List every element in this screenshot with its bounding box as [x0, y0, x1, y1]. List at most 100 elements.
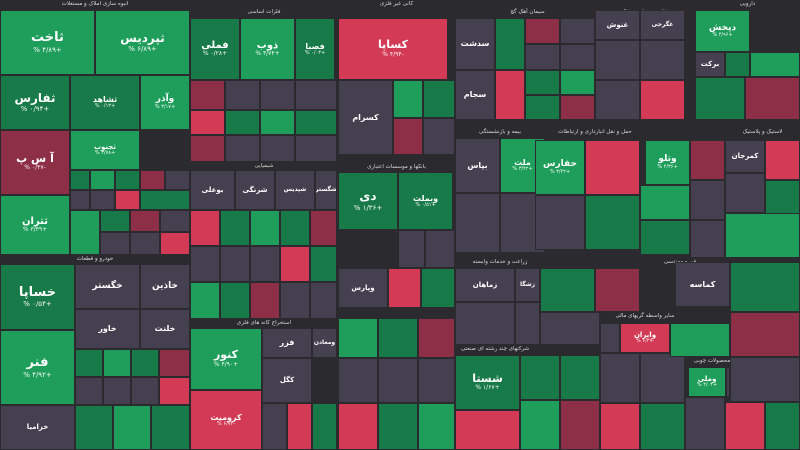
filler-tile [260, 80, 295, 110]
filler-tile [421, 268, 455, 308]
stock-symbol: ثجنوب [94, 143, 116, 152]
stock-tile[interactable]: خاور [75, 309, 140, 349]
stock-tile[interactable]: ثاخت +۴/۸۹ % [0, 10, 95, 75]
stock-tile[interactable]: خگستر [75, 264, 140, 309]
filler-tile [75, 405, 113, 450]
stock-change: +۳/۴۲ % [549, 168, 571, 175]
stock-tile[interactable]: کساپا -۴/۹۴ % [338, 18, 448, 80]
stock-tile[interactable]: سدشت [455, 18, 495, 70]
stock-change: -۶/۷۲ % [217, 420, 235, 427]
stock-tile[interactable]: خزامیا [0, 405, 75, 450]
stock-tile[interactable]: ثتران +۳/۴۹ % [0, 195, 70, 255]
stock-tile[interactable]: دپخش +۴/۹۶ % [695, 10, 750, 52]
stock-tile[interactable]: کرومیت -۶/۷۲ % [190, 390, 262, 450]
filler-tile [560, 400, 600, 450]
stock-change: +۳/۱۷ % [154, 103, 176, 110]
stock-tile[interactable]: بوعلی [190, 170, 235, 210]
stock-tile[interactable]: فزر [262, 328, 312, 358]
stock-tile[interactable]: فملی +۰/۲۸ % [190, 18, 240, 80]
stock-tile[interactable]: کنور +۴/۹۰ % [190, 328, 262, 390]
stock-change: +۰/۱۳ % [94, 103, 116, 110]
filler-tile [525, 95, 560, 120]
stock-tile[interactable]: خلنت [140, 309, 190, 349]
filler-tile [418, 358, 455, 403]
filler-tile [730, 262, 800, 312]
stock-tile[interactable]: شگستر [315, 170, 337, 210]
stock-tile[interactable]: خاذین [140, 264, 190, 309]
filler-tile [725, 173, 765, 213]
sector-label: محصولات چوبی [693, 358, 731, 364]
stock-symbol: کسرام [352, 112, 379, 122]
stock-tile[interactable]: فصبا +۰/۰۳ % [295, 18, 335, 80]
stock-tile[interactable]: وایران -۶/۲۹ % [620, 323, 670, 353]
stock-tile[interactable]: ثپردیس +۶/۸۹ % [95, 10, 190, 75]
filler-tile [455, 410, 520, 450]
stock-change: +۶/۸۹ % [128, 45, 157, 54]
sector-label: شرکتهای چند رشته ای صنعتی [460, 346, 530, 352]
stock-tile[interactable]: کسرام [338, 80, 393, 155]
stock-tile[interactable]: کمرجان [725, 140, 765, 173]
filler-tile [750, 52, 800, 77]
sector-label: خودرو و قطعات [76, 256, 114, 262]
filler-tile [262, 403, 287, 450]
stock-tile[interactable]: زماهان [455, 268, 515, 302]
stock-tile[interactable]: حفارس +۳/۴۲ % [535, 140, 585, 195]
filler-tile [670, 323, 730, 357]
stock-symbol: خگستر [92, 281, 123, 292]
stock-tile[interactable]: ثفارس +۰/۹۴ % [0, 75, 70, 130]
stock-tile[interactable]: آ س پ -۰/۴۷ % [0, 130, 70, 195]
filler-tile [310, 210, 337, 246]
stock-symbol: شرنگی [242, 185, 268, 194]
stock-tile[interactable]: شستا +۱/۶۷ % [455, 355, 520, 410]
stock-change: +۴/۳۶ % [657, 163, 678, 170]
stock-change: -۶/۲۹ % [636, 338, 654, 345]
stock-symbol: شپدیس [283, 185, 307, 193]
stock-tile[interactable]: زشگا [515, 268, 540, 302]
stock-tile[interactable]: کماسه [675, 262, 730, 307]
sector-label: شیمیایی [254, 163, 274, 169]
filler-tile [100, 232, 130, 255]
stock-change: +۰/۲۸ % [202, 50, 228, 58]
stock-tile[interactable]: وآذر +۳/۱۷ % [140, 75, 190, 130]
stock-tile[interactable]: شرنگی [235, 170, 275, 210]
filler-tile [295, 135, 337, 162]
filler-tile [730, 357, 800, 402]
stock-tile[interactable]: فنر +۴/۹۲ % [0, 330, 75, 405]
stock-tile[interactable]: بپاس [455, 138, 500, 193]
stock-tile[interactable]: غنوش [595, 10, 640, 40]
filler-tile [690, 140, 725, 180]
filler-tile [535, 195, 585, 250]
stock-change: +۳/۴۹ % [22, 226, 48, 234]
stock-tile[interactable]: سجام [455, 70, 495, 120]
stock-symbol: بوعلی [201, 185, 224, 194]
filler-tile [725, 52, 750, 77]
filler-tile [113, 405, 151, 450]
stock-tile[interactable]: خساپا +۰/۵۴ % [0, 264, 75, 330]
stock-tile[interactable]: برکت [695, 52, 725, 77]
stock-symbol: کساپا [378, 38, 408, 52]
stock-tile[interactable]: شپدیس [275, 170, 315, 210]
filler-tile [595, 268, 640, 312]
stock-tile[interactable]: ذوب +۴/۷۴ % [240, 18, 295, 80]
filler-tile [220, 210, 250, 246]
filler-tile [160, 232, 190, 255]
stock-tile[interactable]: وتلو +۴/۳۶ % [645, 140, 690, 185]
stock-tile[interactable]: ثجنوب +۳/۷۸ % [70, 130, 140, 170]
stock-change: +۴/۹۲ % [23, 370, 52, 379]
stock-tile[interactable]: وپارس [338, 268, 388, 308]
stock-tile[interactable]: وبملت +۰/۵۱ % [398, 172, 453, 230]
filler-tile [378, 358, 418, 403]
filler-tile [640, 40, 685, 80]
stock-tile[interactable]: کگل [262, 358, 312, 403]
stock-tile[interactable]: ثشاهد +۰/۱۳ % [70, 75, 140, 130]
stock-tile[interactable]: وملی +۴/۰۴ % [688, 367, 726, 397]
stock-symbol: وپارس [351, 283, 375, 292]
stock-symbol: خساپا [18, 284, 57, 300]
filler-tile [75, 377, 103, 405]
stock-tile[interactable]: ومعادن [312, 328, 337, 358]
filler-tile [90, 170, 115, 190]
stock-tile[interactable]: غگرجی [640, 10, 685, 40]
filler-tile [393, 118, 423, 155]
stock-tile[interactable]: دی +۱/۳۶ % [338, 172, 398, 230]
stock-change: +۳/۷۸ % [94, 150, 116, 157]
